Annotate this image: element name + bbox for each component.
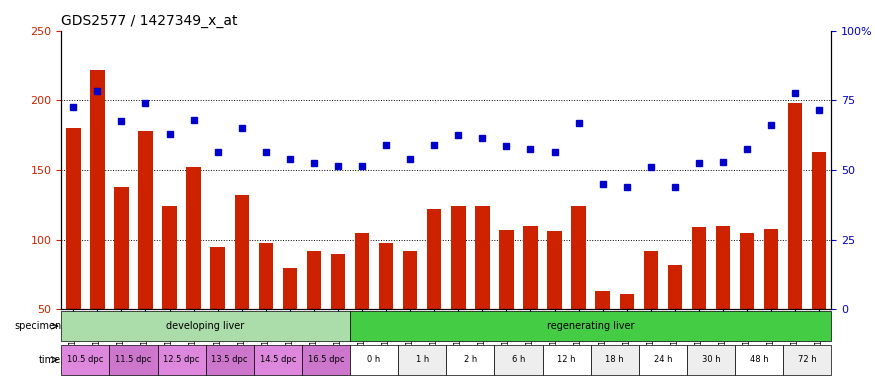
Bar: [234, 195, 249, 379]
FancyBboxPatch shape: [206, 344, 254, 375]
Bar: [571, 206, 586, 379]
Text: 12 h: 12 h: [557, 355, 576, 364]
FancyBboxPatch shape: [735, 344, 783, 375]
Text: 6 h: 6 h: [512, 355, 525, 364]
FancyBboxPatch shape: [109, 344, 158, 375]
Bar: [114, 187, 129, 379]
FancyBboxPatch shape: [254, 344, 302, 375]
Bar: [788, 103, 802, 379]
Bar: [307, 251, 321, 379]
Text: 30 h: 30 h: [702, 355, 720, 364]
Text: regenerating liver: regenerating liver: [547, 321, 634, 331]
Text: 48 h: 48 h: [750, 355, 768, 364]
FancyBboxPatch shape: [61, 311, 350, 341]
FancyBboxPatch shape: [494, 344, 542, 375]
Bar: [452, 206, 466, 379]
FancyBboxPatch shape: [302, 344, 350, 375]
Bar: [692, 227, 706, 379]
Bar: [716, 226, 730, 379]
Text: 2 h: 2 h: [464, 355, 477, 364]
Text: developing liver: developing liver: [166, 321, 245, 331]
Text: 24 h: 24 h: [654, 355, 672, 364]
Bar: [740, 233, 754, 379]
Text: GDS2577 / 1427349_x_at: GDS2577 / 1427349_x_at: [61, 14, 238, 28]
Text: 12.5 dpc: 12.5 dpc: [164, 355, 200, 364]
Text: 10.5 dpc: 10.5 dpc: [67, 355, 103, 364]
FancyBboxPatch shape: [350, 344, 398, 375]
Bar: [186, 167, 201, 379]
FancyBboxPatch shape: [639, 344, 687, 375]
FancyBboxPatch shape: [61, 344, 109, 375]
Bar: [548, 232, 562, 379]
Bar: [90, 70, 105, 379]
Bar: [259, 243, 273, 379]
Bar: [427, 209, 442, 379]
FancyBboxPatch shape: [158, 344, 206, 375]
Bar: [644, 251, 658, 379]
FancyBboxPatch shape: [783, 344, 831, 375]
Bar: [211, 247, 225, 379]
Bar: [355, 233, 369, 379]
Text: 11.5 dpc: 11.5 dpc: [116, 355, 151, 364]
FancyBboxPatch shape: [398, 344, 446, 375]
Bar: [66, 128, 80, 379]
Bar: [812, 152, 827, 379]
Bar: [402, 251, 417, 379]
Bar: [499, 230, 514, 379]
Text: 18 h: 18 h: [606, 355, 624, 364]
Bar: [163, 206, 177, 379]
Text: 1 h: 1 h: [416, 355, 429, 364]
FancyBboxPatch shape: [687, 344, 735, 375]
Text: 14.5 dpc: 14.5 dpc: [260, 355, 296, 364]
Bar: [379, 243, 394, 379]
Bar: [283, 268, 298, 379]
Text: specimen: specimen: [14, 321, 61, 331]
Text: 16.5 dpc: 16.5 dpc: [308, 355, 344, 364]
Bar: [475, 206, 490, 379]
Text: 13.5 dpc: 13.5 dpc: [212, 355, 248, 364]
Bar: [138, 131, 153, 379]
FancyBboxPatch shape: [591, 344, 639, 375]
Bar: [620, 294, 634, 379]
Bar: [596, 291, 610, 379]
Bar: [668, 265, 682, 379]
Bar: [523, 226, 537, 379]
Text: 72 h: 72 h: [798, 355, 816, 364]
Text: 0 h: 0 h: [368, 355, 381, 364]
Bar: [331, 254, 345, 379]
Text: time: time: [39, 354, 61, 364]
FancyBboxPatch shape: [542, 344, 591, 375]
FancyBboxPatch shape: [446, 344, 494, 375]
FancyBboxPatch shape: [350, 311, 831, 341]
Bar: [764, 228, 779, 379]
